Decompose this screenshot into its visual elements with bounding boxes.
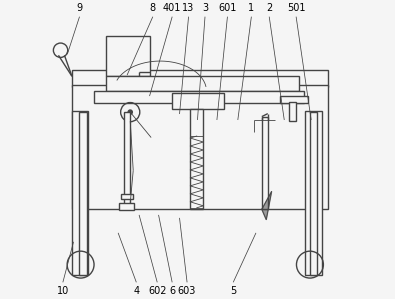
Bar bbox=[72, 70, 327, 87]
Bar bbox=[190, 136, 203, 208]
Bar bbox=[289, 102, 296, 121]
Text: 4: 4 bbox=[133, 286, 139, 295]
Bar bbox=[119, 203, 134, 210]
Bar bbox=[305, 111, 322, 275]
Bar bbox=[79, 112, 87, 275]
Bar bbox=[94, 91, 304, 103]
Bar bbox=[262, 117, 268, 209]
Text: 1: 1 bbox=[248, 4, 254, 13]
Text: 10: 10 bbox=[57, 286, 69, 295]
Text: 13: 13 bbox=[182, 4, 195, 13]
Bar bbox=[280, 93, 308, 102]
Bar bbox=[94, 93, 112, 102]
Text: 3: 3 bbox=[202, 4, 208, 13]
Bar bbox=[310, 112, 317, 275]
Text: 6: 6 bbox=[169, 286, 175, 295]
Text: 8: 8 bbox=[150, 4, 156, 13]
Text: 501: 501 bbox=[287, 4, 305, 13]
Bar bbox=[106, 36, 150, 76]
Bar bbox=[72, 85, 327, 209]
Bar bbox=[124, 112, 130, 209]
Text: 602: 602 bbox=[148, 286, 166, 295]
Polygon shape bbox=[262, 191, 272, 220]
Bar bbox=[121, 194, 133, 199]
Bar bbox=[72, 111, 88, 275]
Circle shape bbox=[128, 110, 132, 114]
Text: 401: 401 bbox=[163, 4, 181, 13]
Text: 5: 5 bbox=[230, 286, 237, 295]
Text: 601: 601 bbox=[218, 4, 237, 13]
Text: 9: 9 bbox=[76, 4, 83, 13]
Bar bbox=[280, 96, 308, 103]
Bar bbox=[190, 109, 203, 209]
Text: 2: 2 bbox=[266, 4, 273, 13]
Bar bbox=[172, 93, 224, 109]
Bar bbox=[106, 76, 299, 91]
Text: 603: 603 bbox=[178, 286, 196, 295]
